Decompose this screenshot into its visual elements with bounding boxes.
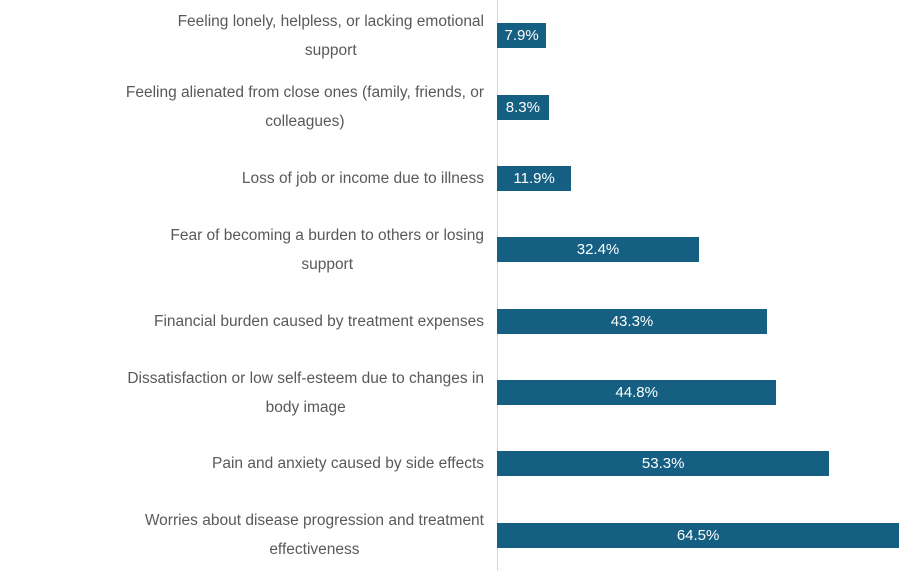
category-label: Fear of becoming a burden to others or l…: [170, 226, 484, 273]
category-label-cell: Pain and anxiety caused by side effects: [0, 449, 497, 478]
chart-row: Feeling alienated from close ones (famil…: [0, 71, 921, 142]
bar-value-label: 7.9%: [504, 27, 539, 45]
chart-row: Fear of becoming a burden to others or l…: [0, 214, 921, 285]
bar-value-label: 44.8%: [615, 384, 658, 402]
bar: 8.3%: [497, 94, 549, 120]
chart-row: Financial burden caused by treatment exp…: [0, 286, 921, 357]
category-label-cell: Loss of job or income due to illness: [0, 164, 497, 193]
plot-area-row: 53.3%: [497, 428, 921, 499]
bar-value-label: 64.5%: [676, 526, 720, 544]
category-label: Worries about disease progression and tr…: [144, 512, 484, 559]
category-label: Pain and anxiety caused by side effects: [212, 455, 484, 473]
category-label: Feeling lonely, helpless, or lacking emo…: [177, 12, 484, 59]
chart-row: Loss of job or income due to illness 11.9…: [0, 143, 921, 214]
bar-value-label: 11.9%: [513, 169, 555, 187]
category-label: Feeling alienated from close ones (famil…: [125, 84, 484, 131]
plot-area-row: 11.9%: [497, 143, 921, 214]
bar-value-label: 43.3%: [610, 312, 654, 330]
category-label: Dissatisfaction or low self-esteem due t…: [127, 369, 484, 416]
bar-value-label: 8.3%: [505, 98, 540, 116]
bar: 11.9%: [497, 165, 572, 191]
category-label-cell: Feeling alienated from close ones (famil…: [0, 78, 497, 136]
bar: 43.3%: [497, 308, 767, 334]
chart-row: Dissatisfaction or low self-esteem due t…: [0, 357, 921, 428]
chart-row: Feeling lonely, helpless, or lacking emo…: [0, 0, 921, 71]
bar-value-label: 32.4%: [576, 241, 620, 259]
bar: 44.8%: [497, 380, 777, 406]
bar: 32.4%: [497, 237, 700, 263]
plot-area-row: 8.3%: [497, 71, 921, 142]
plot-area-row: 44.8%: [497, 357, 921, 428]
bar-value-label: 53.3%: [641, 455, 685, 473]
category-label: Financial burden caused by treatment exp…: [153, 312, 484, 330]
category-label-cell: Fear of becoming a burden to others or l…: [0, 221, 497, 279]
bar: 64.5%: [497, 522, 900, 548]
plot-area-row: 32.4%: [497, 214, 921, 285]
category-axis-line: [497, 0, 498, 571]
bar: 53.3%: [497, 451, 830, 477]
category-label-cell: Dissatisfaction or low self-esteem due t…: [0, 364, 497, 422]
plot-area-row: 7.9%: [497, 0, 921, 71]
bar: 7.9%: [497, 23, 547, 49]
category-label-cell: Worries about disease progression and tr…: [0, 506, 497, 564]
category-label-cell: Financial burden caused by treatment exp…: [0, 307, 497, 336]
category-label-cell: Feeling lonely, helpless, or lacking emo…: [0, 7, 497, 65]
plot-area-row: 43.3%: [497, 286, 921, 357]
chart-row: Pain and anxiety caused by side effects 5…: [0, 428, 921, 499]
plot-area-row: 64.5%: [497, 500, 921, 571]
category-label: Loss of job or income due to illness: [241, 169, 484, 187]
chart-row: Worries about disease progression and tr…: [0, 500, 921, 571]
